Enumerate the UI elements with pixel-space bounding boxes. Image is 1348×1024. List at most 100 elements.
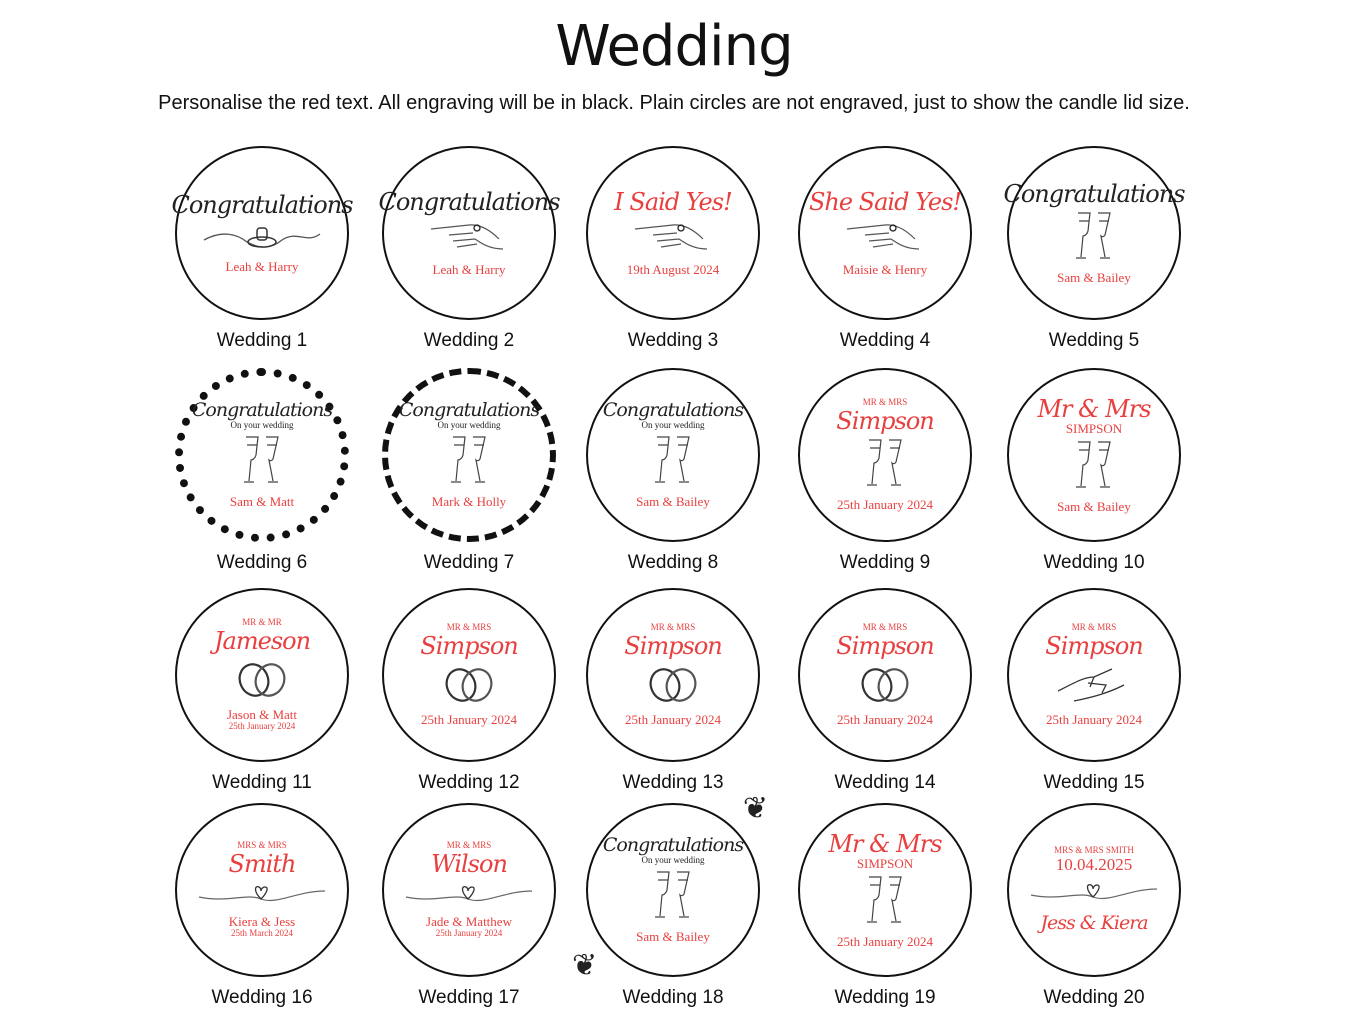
design-label: Wedding 4 — [839, 330, 931, 351]
page-subtitle: Personalise the red text. All engraving … — [158, 92, 1190, 114]
design-label: Wedding 13 — [622, 772, 724, 793]
engraving-text: Simpson — [624, 631, 722, 660]
design-item: I Said Yes! 19th August 2024 Wedding 3 — [573, 146, 773, 352]
engraving-text: Simpson — [420, 631, 518, 660]
candle-lid-circle: MR & MRS Simpson 25th January 2024 — [798, 588, 972, 762]
engraving-text: 19th August 2024 — [626, 262, 720, 278]
candle-lid-circle: Congratulations Sam & Bailey — [1003, 146, 1186, 320]
engraving-text: Congratulations — [191, 399, 333, 422]
engraving-text: Congratulations — [398, 399, 540, 422]
engraving-text: MR & MRS — [1071, 621, 1117, 632]
engraving-text: On your wedding — [437, 420, 501, 431]
leaf-branch-icon: ❦ — [572, 948, 598, 983]
design-label: Wedding 1 — [216, 330, 308, 351]
candle-lid-circle: Congratulations Leah & Harry — [171, 146, 354, 320]
engraving-text: 10.04.2025 — [1055, 855, 1133, 875]
design-item: Congratulations On your wedding Sam & Bail… — [573, 368, 773, 574]
engraving-text: Sam & Bailey — [1057, 270, 1131, 286]
engraving-text: Congratulations — [1003, 179, 1185, 208]
heart-line-icon — [197, 881, 327, 911]
candle-lid-circle: Mr & Mrs SIMPSON Sam & Bailey — [1007, 368, 1181, 542]
engraving-text: Simpson — [1045, 631, 1143, 660]
engraving-text: Sam & Bailey — [636, 929, 710, 945]
design-label: Wedding 2 — [423, 330, 515, 351]
engraving-text: Maisie & Henry — [842, 262, 928, 278]
design-item: Congratulations Leah & Harry Wedding 1 — [162, 146, 362, 352]
champagne-glasses-icon — [863, 438, 907, 494]
candle-lid-circle: MR & MRS Simpson 25th January 2024 — [382, 588, 556, 762]
engraving-text: MR & MR — [242, 616, 282, 627]
engraving-text: Sam & Bailey — [636, 494, 710, 510]
engraving-text: 25th January 2024 — [836, 934, 934, 950]
hand-with-ring-icon — [633, 219, 713, 259]
wedding-rings-icon — [855, 663, 915, 709]
engraving-text: Simpson — [836, 631, 934, 660]
engraving-text: Jameson — [213, 626, 311, 655]
candle-lid-circle: She Said Yes! Maisie & Henry — [798, 146, 972, 320]
champagne-glasses-icon — [447, 435, 491, 491]
heart-line-icon — [404, 881, 534, 911]
engraving-text: Congratulations — [602, 834, 744, 857]
hand-with-ring-icon — [845, 219, 925, 259]
design-item: MR & MRS Simpson 25th January 2024 Wedding … — [785, 368, 985, 574]
design-item: MR & MRS Simpson 25th January 2024 Wedding … — [369, 588, 569, 794]
leaf-branch-icon: ❦ — [742, 791, 768, 826]
design-label: Wedding 3 — [627, 330, 719, 351]
engraving-text: 25th January 2024 — [420, 711, 518, 727]
design-label: Wedding 18 — [622, 987, 724, 1008]
design-item: MR & MR Jameson Jason & Matt 25th January 2… — [162, 588, 362, 794]
engraving-text: Mark & Holly — [431, 494, 507, 510]
design-label: Wedding 19 — [834, 987, 936, 1008]
engraving-text: 25th January 2024 — [836, 711, 934, 727]
design-label: Wedding 17 — [418, 987, 520, 1008]
engraving-text: 25th January 2024 — [1045, 711, 1143, 727]
engraving-text: Congratulations — [171, 190, 353, 219]
candle-lid-circle: Congratulations Leah & Harry — [378, 146, 561, 320]
engraving-text: Sam & Bailey — [1057, 499, 1131, 515]
engraving-text: Leah & Harry — [225, 259, 299, 275]
design-label: Wedding 7 — [423, 552, 515, 573]
engraving-text: On your wedding — [641, 420, 705, 431]
holding-hands-icon — [1054, 663, 1134, 709]
engraving-text: Congratulations — [378, 187, 560, 216]
page-title: Wedding — [555, 14, 793, 79]
design-item: MR & MRS Simpson 25th January 2024 Wedding … — [994, 588, 1194, 794]
engraving-text: MR & MRS — [862, 621, 908, 632]
engraving-text: Sam & Matt — [229, 494, 295, 510]
candle-lid-circle: MRS & MRS SMITH 10.04.2025 Jess & Kiera — [1007, 803, 1181, 977]
engraving-text: I Said Yes! — [614, 187, 732, 216]
champagne-glasses-icon — [1072, 440, 1116, 496]
design-label: Wedding 11 — [212, 772, 312, 793]
engraving-text: MRS & MRS — [237, 839, 287, 850]
design-item: MR & MRS Wilson Jade & Matthew 25th January… — [369, 803, 569, 1009]
design-item: Mr & Mrs SIMPSON Sam & Bailey Wedding 10 — [994, 368, 1194, 574]
candle-lid-circle: Congratulations On your wedding Sam & Matt — [175, 368, 349, 542]
ring-on-line-icon — [202, 222, 322, 256]
champagne-glasses-icon — [1072, 211, 1116, 267]
engraving-text: Mr & Mrs — [1037, 394, 1151, 423]
design-label: Wedding 6 — [216, 552, 308, 573]
candle-lid-circle: Congratulations On your wedding Sam & Bail… — [586, 368, 760, 542]
design-item: Congratulations Sam & Bailey Wedding 5 — [994, 146, 1194, 352]
engraving-text: Jason & Matt — [226, 707, 298, 723]
design-item: MRS & MRS Smith Kiera & Jess 25th March 202… — [162, 803, 362, 1009]
engraving-text: SIMPSON — [1065, 420, 1123, 436]
design-label: Wedding 16 — [211, 987, 313, 1008]
design-label: Wedding 20 — [1043, 987, 1145, 1008]
design-label: Wedding 14 — [834, 772, 936, 793]
engraving-text: Simpson — [836, 406, 934, 435]
engraving-text: She Said Yes! — [808, 187, 962, 216]
engraving-text: MR & MRS — [862, 396, 908, 407]
design-label: Wedding 8 — [627, 552, 719, 573]
design-label: Wedding 10 — [1043, 552, 1145, 573]
engraving-text: On your wedding — [230, 420, 294, 431]
champagne-glasses-icon — [651, 870, 695, 926]
design-item: Mr & Mrs SIMPSON 25th January 2024 Wedding … — [785, 803, 985, 1009]
engraving-text: Smith — [228, 849, 297, 878]
engraving-text: 25th January 2024 — [624, 711, 722, 727]
engraving-text: Wilson — [431, 849, 508, 878]
candle-lid-circle: MR & MRS Wilson Jade & Matthew 25th January… — [382, 803, 556, 977]
engraving-text: 25th January 2024 — [228, 721, 296, 732]
candle-lid-circle: Congratulations On your wedding Sam & Bail… — [572, 791, 768, 983]
design-item: Congratulations Leah & Harry Wedding 2 — [369, 146, 569, 352]
